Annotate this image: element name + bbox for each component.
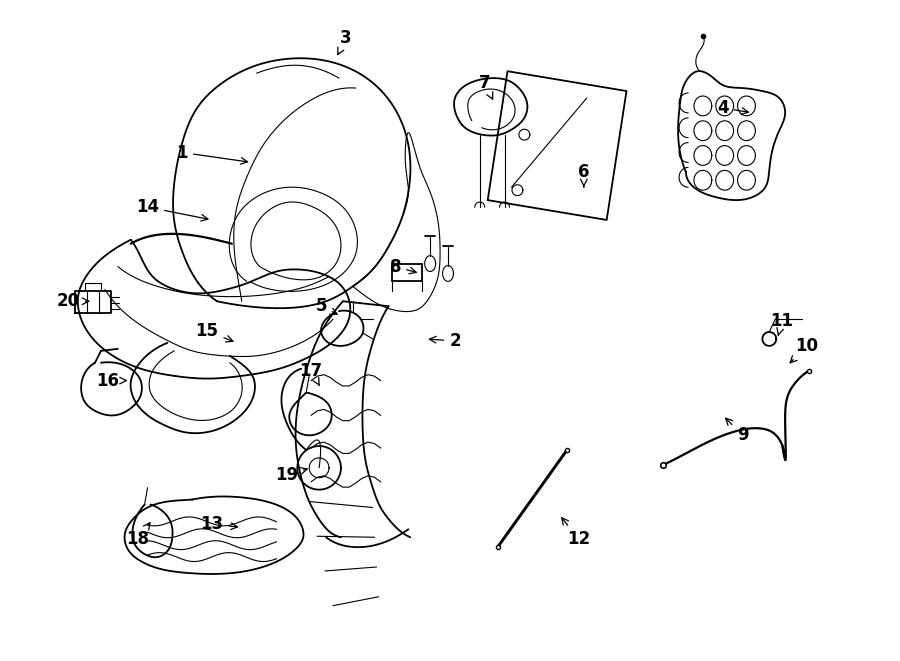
Text: 20: 20 — [57, 292, 89, 310]
Text: 11: 11 — [770, 312, 794, 336]
Text: 13: 13 — [201, 516, 238, 533]
Text: 12: 12 — [562, 518, 590, 548]
Text: 8: 8 — [390, 258, 416, 276]
Text: 4: 4 — [717, 99, 748, 117]
Text: 10: 10 — [790, 337, 818, 363]
Text: 1: 1 — [176, 143, 248, 164]
Text: 7: 7 — [479, 74, 493, 99]
Text: 14: 14 — [136, 198, 208, 221]
Text: 3: 3 — [338, 30, 352, 55]
Text: 18: 18 — [126, 523, 150, 548]
FancyBboxPatch shape — [392, 264, 422, 282]
Text: 19: 19 — [274, 466, 307, 484]
Text: 15: 15 — [195, 322, 233, 342]
Text: 9: 9 — [725, 418, 748, 444]
Text: 16: 16 — [96, 371, 126, 389]
Text: 2: 2 — [429, 332, 461, 350]
Text: 5: 5 — [315, 297, 338, 315]
Text: 17: 17 — [300, 362, 323, 385]
Text: 6: 6 — [578, 163, 590, 187]
